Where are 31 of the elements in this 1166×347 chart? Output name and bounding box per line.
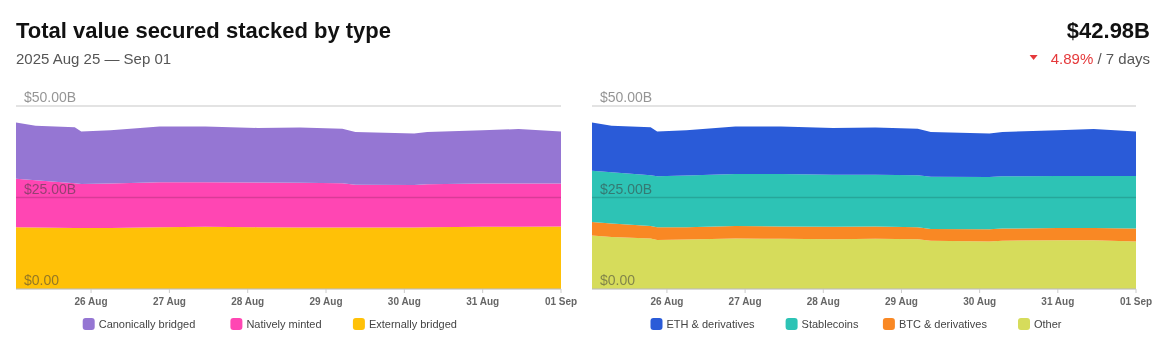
legend-label: BTC & derivatives — [898, 318, 988, 330]
y-tick-label: $50.00B — [600, 89, 653, 105]
x-tick-label: 28 Aug — [231, 296, 265, 307]
x-tick-label: 30 Aug — [963, 296, 997, 307]
chart-subtitle: 2025 Aug 25 — Sep 01 — [16, 50, 172, 67]
y-tick-label: $50.00B — [24, 89, 77, 105]
legend-label: Stablecoins — [801, 318, 859, 330]
legend-label: ETH & derivatives — [666, 318, 756, 330]
x-tick-label: 28 Aug — [806, 296, 840, 307]
legend-label: Canonically bridged — [98, 318, 196, 330]
text: 4.89% / 7 days — [1050, 50, 1150, 67]
chart-title: Total value secured stacked by type — [16, 18, 391, 43]
x-tick-label: 31 Aug — [1041, 296, 1075, 307]
x-tick-label: 26 Aug — [650, 296, 684, 307]
x-tick-label: 01 Sep — [1119, 296, 1153, 307]
x-tick-label: 31 Aug — [466, 296, 500, 307]
x-tick-label: 30 Aug — [387, 296, 421, 307]
y-tick-label: $0.00 — [600, 272, 636, 288]
x-tick-label: 27 Aug — [728, 296, 762, 307]
legend-label: Natively minted — [246, 318, 322, 330]
x-tick-label: 01 Sep — [544, 296, 578, 307]
y-tick-label: $25.00B — [24, 180, 77, 197]
x-tick-label: 27 Aug — [152, 296, 186, 307]
x-tick-label: 26 Aug — [74, 296, 108, 307]
text: $42.98B — [1066, 18, 1150, 43]
y-tick-label: $0.00 — [24, 272, 60, 288]
x-tick-label: 29 Aug — [309, 296, 343, 307]
y-tick-label: $25.00B — [600, 180, 653, 197]
x-tick-label: 29 Aug — [884, 296, 918, 307]
legend-label: Externally bridged — [368, 318, 457, 330]
legend-label: Other — [1034, 318, 1062, 330]
